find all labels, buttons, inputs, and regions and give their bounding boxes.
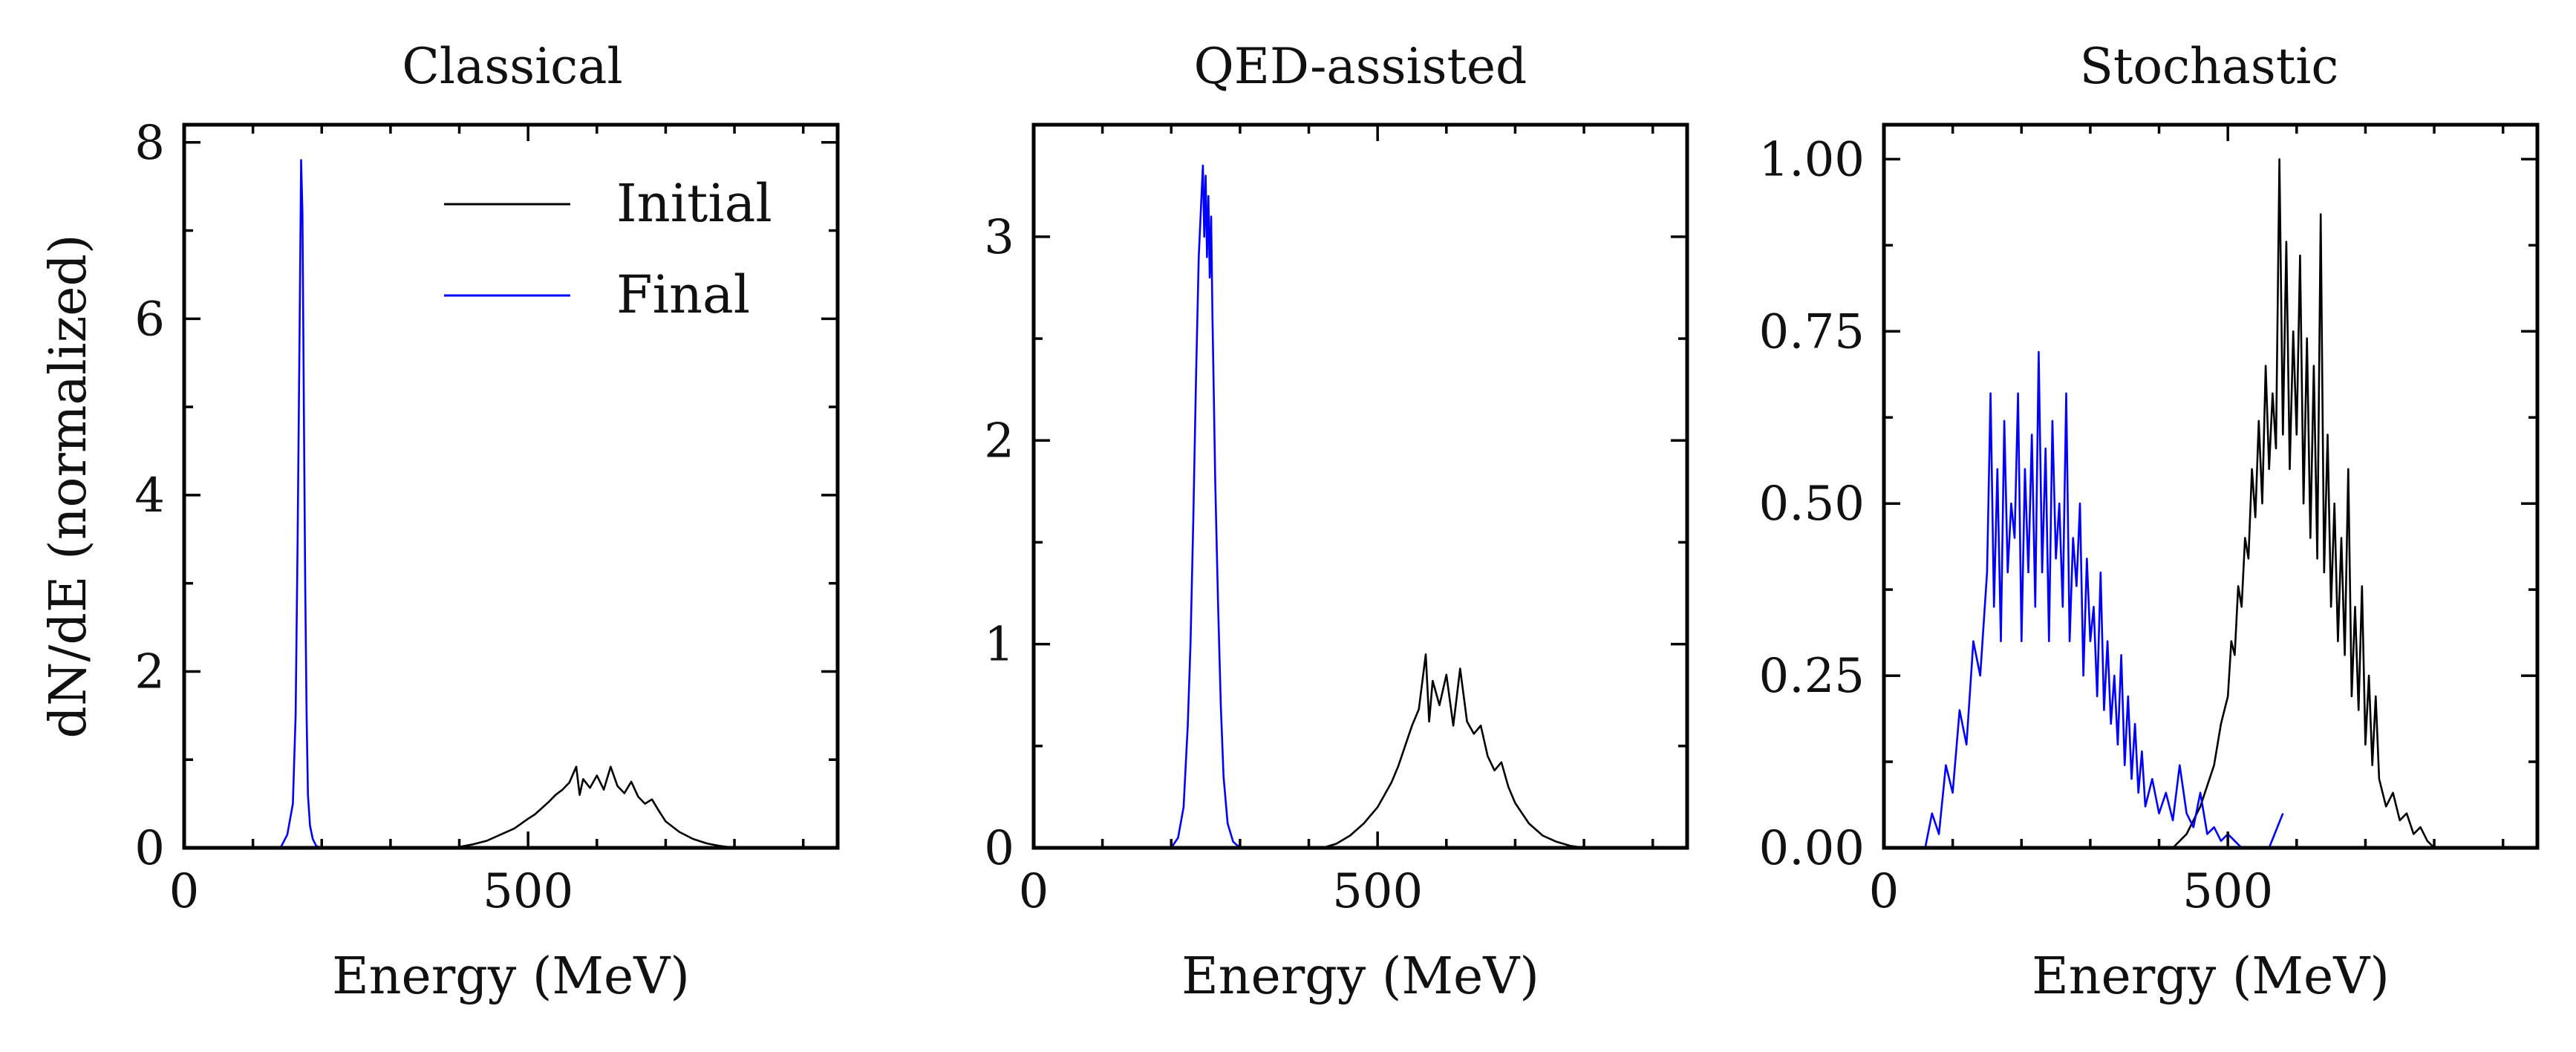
panel-classical: Classical 0 500 0 2 4 6 8 Energy (MeV) dN/dE (… bbox=[39, 38, 840, 1006]
y-tick-label: 0.50 bbox=[1759, 477, 1865, 532]
plot-frame bbox=[182, 122, 840, 850]
series-final bbox=[1924, 350, 2284, 849]
series-layer bbox=[1924, 158, 2436, 849]
y-tick-label: 6 bbox=[134, 292, 165, 347]
x-tick-label: 0 bbox=[1869, 864, 1900, 919]
y-tick-label: 0 bbox=[984, 821, 1014, 876]
x-tick-label: 500 bbox=[2182, 864, 2273, 919]
y-tick-label: 4 bbox=[134, 468, 165, 523]
ticks: 0 500 0.00 0.25 0.50 0.75 1.00 bbox=[1759, 125, 2537, 919]
x-axis-label: Energy (MeV) bbox=[1181, 947, 1539, 1006]
y-tick-label: 1.00 bbox=[1759, 132, 1865, 187]
y-tick-label: 2 bbox=[134, 644, 165, 699]
series-layer bbox=[1170, 164, 1585, 849]
series-layer bbox=[279, 159, 735, 849]
y-tick-label: 0.75 bbox=[1759, 304, 1865, 359]
legend-label-final: Final bbox=[616, 264, 750, 325]
x-tick-label: 0 bbox=[169, 864, 200, 919]
panel-title: QED-assisted bbox=[1194, 38, 1527, 95]
series-initial bbox=[445, 765, 735, 849]
y-tick-label: 0.00 bbox=[1759, 821, 1865, 876]
ticks: 0 500 0 2 4 6 8 bbox=[134, 116, 838, 919]
y-tick-label: 3 bbox=[984, 210, 1014, 265]
y-tick-label: 0.25 bbox=[1759, 649, 1865, 704]
panel-title: Classical bbox=[402, 38, 622, 95]
x-axis-label: Energy (MeV) bbox=[332, 947, 690, 1006]
panel-stochastic: Stochastic 0 500 0.00 0.25 0.50 0.75 1.00 Ener… bbox=[1759, 38, 2540, 1006]
ticks: 0 500 0 1 2 3 bbox=[984, 125, 1687, 919]
plot-frame bbox=[1031, 122, 1689, 850]
panel-title: Stochastic bbox=[2080, 38, 2339, 95]
y-tick-label: 0 bbox=[134, 821, 165, 876]
y-axis-label: dN/dE (normalized) bbox=[39, 234, 98, 738]
y-tick-label: 1 bbox=[984, 618, 1014, 673]
x-tick-label: 500 bbox=[1332, 864, 1423, 919]
x-axis-label: Energy (MeV) bbox=[2032, 947, 2390, 1006]
series-initial bbox=[2172, 158, 2436, 849]
series-final bbox=[279, 159, 322, 849]
x-tick-label: 0 bbox=[1019, 864, 1049, 919]
panel-qed-assisted: QED-assisted 0 500 0 1 2 3 Energy (MeV) bbox=[984, 38, 1689, 1006]
legend: Initial Final bbox=[444, 173, 772, 325]
y-tick-label: 2 bbox=[984, 414, 1014, 468]
series-final bbox=[1170, 164, 1241, 849]
y-tick-label: 8 bbox=[134, 116, 165, 171]
plot-frame bbox=[1882, 122, 2540, 850]
series-initial bbox=[1322, 653, 1585, 849]
legend-label-initial: Initial bbox=[616, 173, 772, 234]
x-tick-label: 500 bbox=[483, 864, 573, 919]
